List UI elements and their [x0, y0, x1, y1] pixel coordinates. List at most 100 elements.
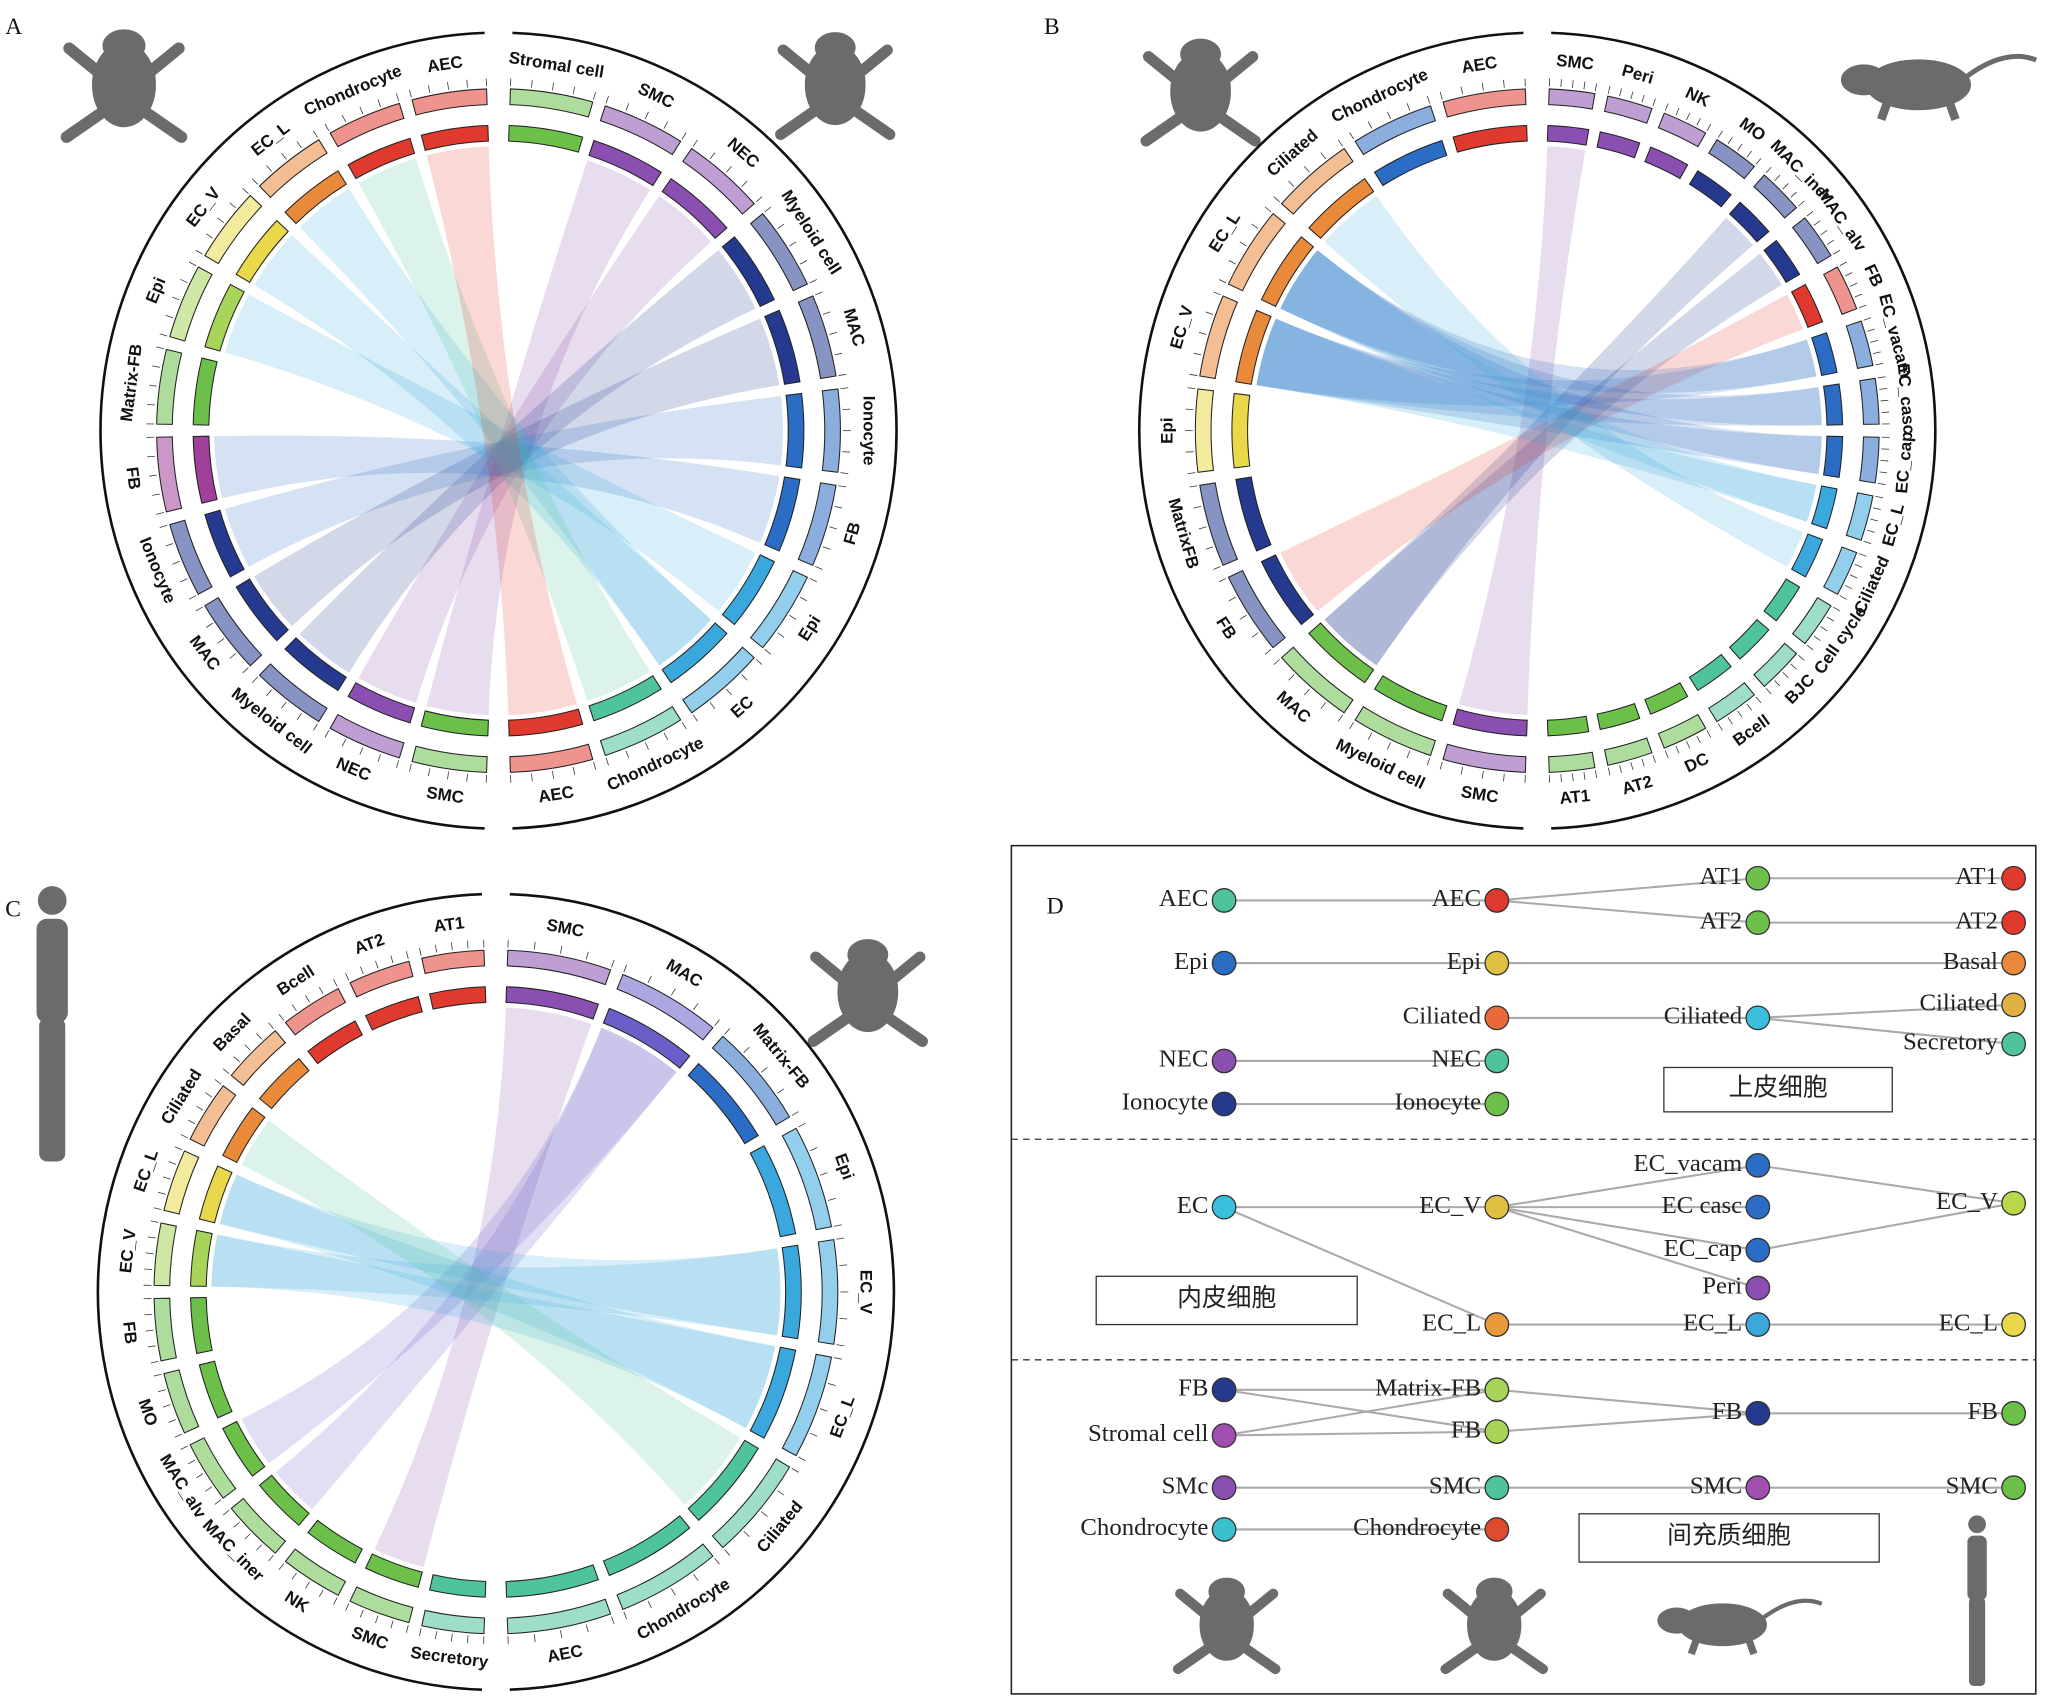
category-box [1663, 1066, 1893, 1113]
tick [147, 1236, 156, 1239]
tick [693, 1573, 699, 1581]
tick [1870, 339, 1878, 343]
tick [1879, 471, 1888, 474]
tick [296, 141, 302, 149]
node [2001, 992, 2027, 1018]
node-label: Peri [1702, 1273, 1742, 1300]
inner-band [1728, 201, 1770, 243]
node [1745, 1152, 1771, 1178]
silhouette-part [1745, 1638, 1758, 1656]
tick [834, 506, 843, 509]
tick [409, 763, 412, 772]
tick [159, 524, 168, 528]
silhouette-part [1440, 1644, 1480, 1675]
outer-band [1199, 295, 1239, 380]
outer-band [284, 1548, 347, 1597]
silhouette [807, 939, 928, 1047]
tick [147, 404, 155, 406]
inner-band [429, 1574, 487, 1598]
node-label: Chondrocyte [1080, 1514, 1208, 1541]
node [1745, 865, 1771, 891]
node [1484, 1312, 1510, 1337]
edge [1223, 1388, 1498, 1437]
outer-band [711, 1035, 791, 1126]
tick [434, 944, 438, 953]
node-label: SMC [1946, 1472, 1998, 1499]
outer-band [1657, 112, 1707, 148]
tick [827, 1383, 836, 1386]
tick [1696, 118, 1701, 126]
tick [1349, 721, 1355, 730]
silhouette-part [1509, 1644, 1549, 1675]
tick [1652, 755, 1656, 763]
chord [1458, 146, 1586, 715]
tick [623, 964, 628, 973]
tick [838, 485, 847, 488]
tick [318, 986, 324, 995]
inner-band [204, 509, 245, 578]
sector-label: Ionocyte [136, 534, 180, 606]
tick [1875, 496, 1884, 499]
sector-label: Epi [142, 274, 170, 306]
tick [305, 995, 310, 1003]
tick [313, 130, 318, 138]
tick [1481, 82, 1484, 91]
tick [165, 543, 174, 547]
inner-band [781, 1244, 802, 1340]
chord [1324, 217, 1753, 666]
tick [1264, 649, 1272, 655]
inner-band [1308, 622, 1375, 684]
tick [233, 1056, 240, 1063]
tick [1406, 103, 1411, 111]
node [1745, 1237, 1771, 1263]
tick [1337, 714, 1343, 722]
tick [1426, 757, 1431, 766]
outer-band [153, 1222, 177, 1287]
node-label: AT2 [1955, 907, 1998, 934]
tick [1826, 239, 1834, 245]
edge [1757, 1016, 2014, 1046]
inner-band [1308, 177, 1375, 240]
tick [585, 1624, 589, 1633]
tick [726, 688, 732, 696]
tick [764, 206, 772, 213]
chord [241, 1027, 677, 1464]
silhouette-part [1241, 1644, 1281, 1675]
tick [144, 1268, 153, 1270]
inner-band [1235, 476, 1272, 552]
sector-label: AT1 [433, 913, 466, 936]
tick [242, 667, 249, 674]
node-label: AEC [1159, 885, 1209, 912]
tick [836, 1344, 845, 1347]
node-label: EC_L [1422, 1309, 1481, 1336]
tick [188, 1119, 196, 1125]
silhouette-part [1475, 1577, 1513, 1606]
tick [1320, 152, 1326, 160]
tick [168, 1161, 176, 1165]
tick [572, 86, 576, 95]
outer-band [153, 1297, 177, 1362]
node [1745, 1475, 1771, 1501]
tick [1460, 766, 1464, 775]
outer-band [284, 987, 347, 1036]
sector-label: NK [281, 1587, 313, 1617]
sector-label: AEC [546, 1641, 585, 1666]
panel-d-frame [1010, 844, 2037, 1695]
outer-band [204, 194, 263, 265]
tick [291, 1572, 297, 1580]
tick [1187, 472, 1196, 474]
tick [1872, 351, 1881, 354]
tick [681, 721, 687, 730]
tick [214, 1499, 222, 1505]
inner-band [1452, 708, 1528, 737]
silhouette-part [1140, 113, 1184, 147]
tick [147, 1345, 156, 1348]
inner-band [508, 708, 584, 737]
outer-band [1791, 596, 1832, 645]
silhouette-part [1219, 51, 1259, 85]
node [1484, 1475, 1510, 1501]
tick [1503, 773, 1505, 782]
inner-band [1452, 124, 1528, 153]
silhouette [1140, 38, 1261, 147]
inner-band [1763, 578, 1801, 622]
